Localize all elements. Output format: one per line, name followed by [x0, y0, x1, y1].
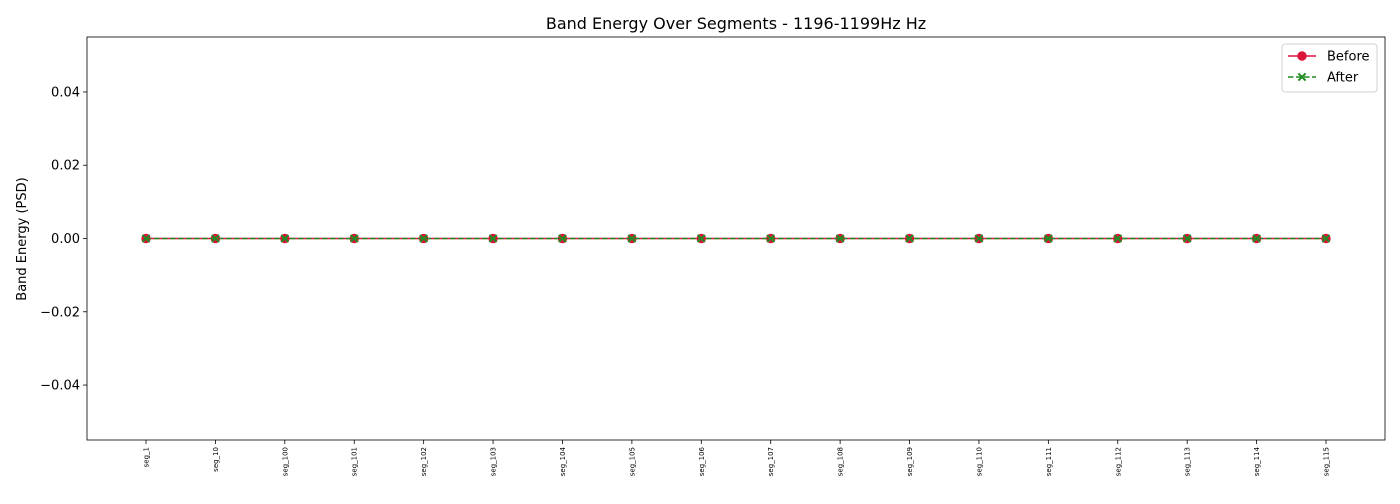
- legend-label-before: Before: [1327, 50, 1370, 65]
- x-tick-label: seg_114: [1253, 446, 1261, 476]
- x-tick-label: seg_107: [767, 447, 775, 476]
- x-tick-label: seg_101: [351, 447, 359, 476]
- chart-title: Band Energy Over Segments - 1196-1199Hz …: [546, 14, 926, 33]
- x-tick-label: seg_112: [1114, 447, 1122, 476]
- data-point-after: [1044, 234, 1053, 243]
- data-point-after: [835, 234, 845, 243]
- x-tick-label: seg_115: [1323, 447, 1331, 476]
- y-tick-label: 0.02: [51, 159, 80, 174]
- data-point-after: [696, 234, 706, 243]
- x-tick-label: seg_106: [698, 446, 706, 476]
- x-tick-label: seg_102: [420, 447, 428, 476]
- legend-marker-before: [1297, 51, 1307, 61]
- y-tick-label: −0.02: [40, 305, 80, 320]
- legend-marker-after: [1297, 72, 1307, 82]
- data-point-after: [419, 234, 428, 243]
- x-tick-label: seg_109: [906, 447, 914, 476]
- x-tick-label: seg_100: [281, 447, 289, 476]
- y-tick-label: 0.00: [51, 232, 80, 247]
- data-point-after: [974, 234, 984, 243]
- plot-area: −0.04 −0.02 0.00 0.02 0.04 seg_1 seg_10 seg_100…: [40, 36, 1386, 476]
- x-tick-label: seg_10: [212, 447, 220, 472]
- data-point-after: [905, 234, 914, 243]
- data-point-after: [1113, 234, 1123, 243]
- data-point-after: [488, 234, 498, 243]
- y-tick-label: −0.04: [40, 379, 80, 394]
- x-tick-label: seg_108: [837, 447, 845, 476]
- x-tick-label: seg_110: [975, 447, 983, 476]
- y-axis-label: Band Energy (PSD): [15, 177, 30, 300]
- data-point-after: [1321, 234, 1331, 243]
- data-point-after: [141, 234, 151, 243]
- y-tick-label: 0.04: [51, 85, 80, 100]
- data-point-after: [558, 234, 567, 243]
- data-point-after: [1182, 234, 1192, 243]
- x-tick-label: seg_104: [559, 446, 567, 476]
- x-tick-label: seg_105: [628, 447, 636, 476]
- x-tick-label: seg_111: [1045, 447, 1053, 476]
- x-tick-label: seg_1: [143, 447, 151, 467]
- x-tick-label: seg_113: [1184, 447, 1192, 476]
- legend: Before After: [1281, 43, 1378, 93]
- data-point-after: [766, 234, 776, 243]
- data-point-after: [349, 234, 359, 243]
- legend-label-after: After: [1327, 71, 1359, 86]
- x-tick-label: seg_103: [490, 447, 498, 476]
- data-point-after: [211, 234, 220, 243]
- data-point-after: [627, 234, 637, 243]
- data-point-after: [1252, 234, 1261, 243]
- data-point-after: [280, 234, 290, 243]
